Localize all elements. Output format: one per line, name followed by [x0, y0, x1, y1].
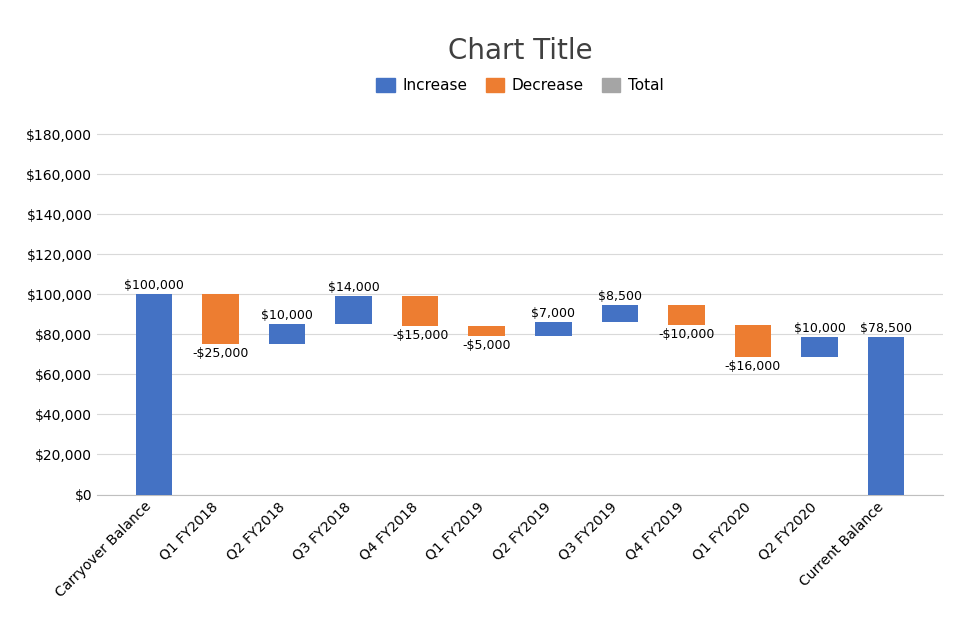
- Text: $8,500: $8,500: [598, 290, 642, 303]
- Bar: [401, 296, 438, 327]
- Text: -$25,000: -$25,000: [192, 347, 249, 359]
- Bar: [668, 306, 705, 325]
- Title: Chart Title: Chart Title: [448, 37, 592, 65]
- Text: -$10,000: -$10,000: [658, 328, 714, 340]
- Text: -$16,000: -$16,000: [725, 359, 781, 373]
- Text: -$15,000: -$15,000: [392, 329, 448, 342]
- Bar: [202, 294, 239, 344]
- Bar: [868, 337, 904, 495]
- Bar: [602, 306, 639, 322]
- Bar: [136, 294, 172, 495]
- Text: $100,000: $100,000: [124, 279, 184, 292]
- Bar: [801, 337, 838, 358]
- Text: $78,500: $78,500: [860, 322, 912, 335]
- Text: $14,000: $14,000: [328, 281, 379, 294]
- Text: $7,000: $7,000: [532, 307, 575, 320]
- Bar: [268, 325, 305, 344]
- Text: $10,000: $10,000: [793, 322, 846, 335]
- Bar: [335, 296, 372, 325]
- Bar: [535, 322, 572, 337]
- Bar: [735, 325, 772, 358]
- Text: $10,000: $10,000: [261, 309, 313, 322]
- Legend: Increase, Decrease, Total: Increase, Decrease, Total: [370, 72, 670, 100]
- Bar: [469, 327, 505, 337]
- Text: -$5,000: -$5,000: [463, 339, 511, 352]
